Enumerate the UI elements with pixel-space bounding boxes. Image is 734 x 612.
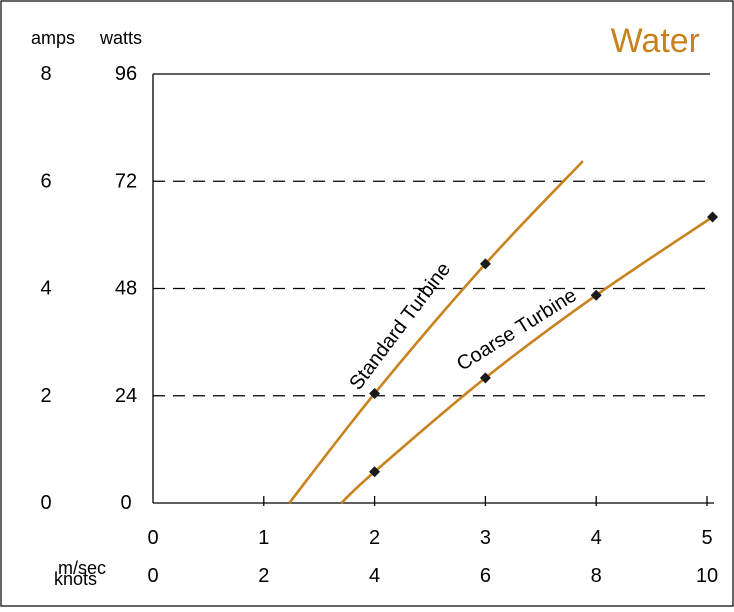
x-secondary-tick-label: 10	[696, 565, 718, 587]
standard-turbine-point	[369, 388, 381, 400]
y-left-unit-label: amps	[31, 28, 75, 48]
y-left-tick-label: 0	[40, 492, 51, 514]
x-secondary-tick-label: 4	[369, 565, 380, 587]
x-primary-tick-label: 5	[701, 527, 712, 549]
y-left-tick-label: 8	[40, 63, 51, 85]
y-right-tick-label: 0	[120, 492, 131, 514]
coarse-turbine-point	[590, 289, 602, 301]
grid-layer	[153, 180, 710, 397]
y-right-unit-label: watts	[99, 28, 142, 48]
x-secondary-tick-label: 6	[480, 565, 491, 587]
y-right-tick-label: 72	[115, 170, 137, 192]
x-primary-tick-label: 3	[480, 527, 491, 549]
coarse-turbine-point	[369, 466, 381, 478]
chart-title: Water	[611, 22, 700, 60]
x-primary-tick-label: 1	[258, 527, 269, 549]
y-left-tick-label: 2	[40, 385, 51, 407]
y-right-tick-label: 24	[115, 385, 137, 407]
standard-turbine-point	[479, 258, 491, 270]
x-primary-tick-label: 0	[147, 527, 158, 549]
y-left-tick-label: 4	[40, 278, 51, 300]
x-primary-unit-label: m/sec	[58, 558, 106, 578]
x-secondary-unit-label: knots	[54, 569, 97, 589]
x-secondary-tick-label: 0	[147, 565, 158, 587]
y-left-tick-label: 6	[40, 170, 51, 192]
x-primary-tick-label: 4	[591, 527, 602, 549]
x-secondary-tick-label: 2	[258, 565, 269, 587]
coarse-turbine-point	[479, 372, 491, 384]
axis-layer	[152, 73, 714, 506]
y-right-tick-label: 96	[115, 63, 137, 85]
x-secondary-tick-label: 8	[591, 565, 602, 587]
x-primary-tick-label: 2	[369, 527, 380, 549]
standard-turbine-line	[288, 160, 584, 504]
coarse-turbine-point	[707, 211, 719, 223]
series-layer	[288, 160, 719, 504]
y-right-tick-label: 48	[115, 278, 137, 300]
